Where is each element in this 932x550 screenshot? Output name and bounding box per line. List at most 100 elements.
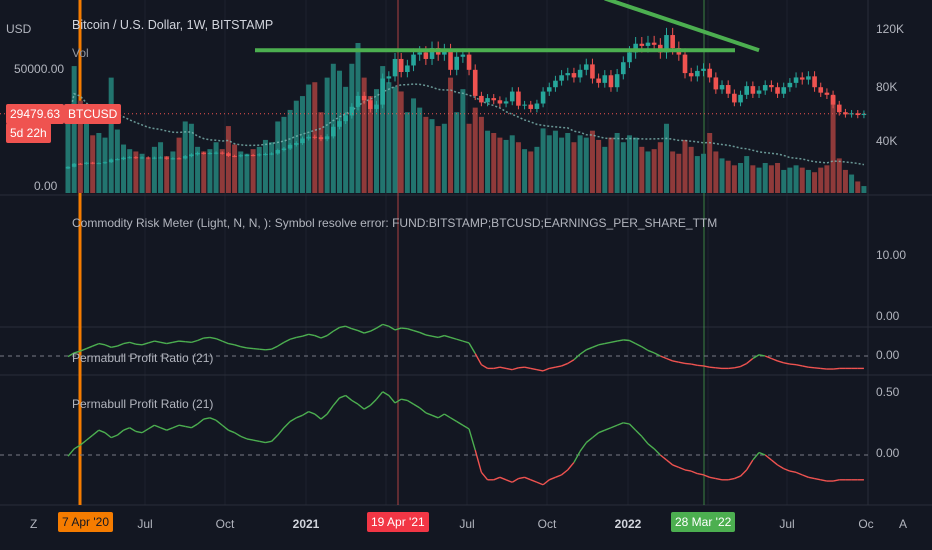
candle-body [590, 64, 595, 79]
risk-tick-10: 10.00 [876, 248, 907, 262]
candle-body [460, 54, 466, 57]
trend-lines [255, 0, 760, 53]
ppr-large-segment [413, 403, 421, 409]
ppr-small-segment [240, 346, 248, 349]
ppr-small-tick-0: 0.00 [876, 348, 900, 362]
ppr-large-segment [388, 395, 396, 404]
ppr-large-segment [308, 410, 316, 415]
symbol-title[interactable]: Bitcoin / U.S. Dollar, 1W, BITSTAMP [72, 18, 274, 32]
ppr-small-segment [709, 366, 716, 369]
volume-bar [676, 153, 682, 193]
ppr-small-segment [462, 340, 470, 344]
ppr-small-segment [345, 325, 353, 330]
ppr-small-segment [376, 323, 384, 329]
ppr-small-segment [197, 337, 205, 342]
ppr-small-segment [117, 342, 124, 347]
ppr-small-segment [80, 347, 87, 352]
volume-bar [256, 146, 262, 193]
ppr-large-segment [302, 411, 309, 416]
volume-bar [287, 109, 293, 193]
ppr-large-segment [73, 444, 81, 450]
ppr-small-segment [641, 346, 649, 352]
ppr-large-segment [425, 412, 433, 416]
ppr-large-segment [215, 419, 223, 426]
volume-label[interactable]: Vol [72, 46, 89, 60]
ppr-large-segment [129, 427, 137, 433]
ppr-small-segment [437, 334, 445, 339]
ppr-small-segment [382, 323, 390, 327]
volume-bar [836, 158, 842, 193]
ppr-large-segment [221, 424, 229, 431]
marker-lines [78, 0, 705, 505]
ppr-large-segment [783, 467, 791, 472]
ppr-large-label[interactable]: Permabull Profit Ratio (21) [72, 397, 214, 411]
ppr-large-segment [79, 439, 87, 446]
ppr-small-label[interactable]: Permabull Profit Ratio (21) [72, 351, 214, 365]
ppr-small-segment [123, 341, 130, 345]
ppr-small-segment [259, 348, 266, 351]
volume-bar [657, 142, 663, 193]
ppr-small-segment [647, 349, 655, 354]
candle-body [423, 52, 429, 59]
ppr-small-segment [678, 361, 686, 365]
ppr-small-segment [536, 368, 544, 372]
ppr-large-segment [351, 399, 359, 405]
volume-bar [528, 151, 534, 193]
volume-bar [133, 151, 139, 193]
ppr-large-segment [265, 440, 272, 444]
ppr-large-segment [548, 476, 556, 481]
ppr-large-segment [635, 429, 643, 437]
ppr-large-segment [110, 434, 118, 439]
volume-bar [429, 119, 435, 193]
candle-body [836, 104, 842, 113]
ppr-large-segment [339, 394, 346, 399]
candle-body [349, 106, 355, 116]
ppr-large-segment [394, 398, 402, 404]
trendline-descending [604, 0, 760, 53]
ppr-large-segment [116, 429, 124, 436]
candle-body [306, 136, 311, 139]
ppr-large-segment [240, 435, 248, 440]
candle-body [133, 157, 139, 159]
volume-bar [269, 142, 275, 193]
ppr-small-segment [320, 334, 328, 339]
candle-body [503, 101, 509, 104]
ppr-small-segment [234, 344, 241, 348]
ppr-small-segment [154, 340, 161, 344]
volume-bar [145, 158, 151, 193]
ppr-large-segment [801, 474, 809, 478]
ppr-small-segment [777, 360, 784, 364]
volume-bar [108, 77, 114, 193]
ppr-small-segment [129, 341, 137, 345]
candle-body [417, 52, 422, 55]
volume-bar [84, 123, 90, 193]
ppr-large-segment [561, 469, 569, 476]
zoom-z-button[interactable]: Z [30, 517, 38, 531]
volume-bar [707, 133, 713, 193]
volume-bar [114, 129, 120, 193]
ppr-small-segment [660, 355, 667, 360]
ppr-small-segment [135, 343, 143, 346]
volume-bar [374, 89, 379, 193]
auto-scale-button[interactable]: A [899, 517, 908, 531]
risk-meter-label[interactable]: Commodity Risk Meter (Light, N, N, ): Sy… [72, 216, 718, 230]
ppr-small-segment [92, 342, 100, 347]
candle-body [145, 157, 151, 159]
ppr-small-segment [653, 352, 661, 357]
ppr-large-segment [703, 474, 710, 478]
volume-bar [386, 82, 392, 193]
ppr-large-segment [135, 430, 143, 434]
x-tick-oct-2020: Oct [215, 517, 235, 531]
ppr-large-segment [684, 469, 692, 472]
volume-bar [645, 151, 651, 193]
ppr-large-segment [567, 461, 575, 471]
candle-body [244, 155, 250, 157]
volume-bar [787, 167, 793, 193]
ppr-small-segment [808, 366, 815, 369]
candle-body [707, 68, 712, 78]
ppr-small-segment [666, 357, 673, 362]
candle-body [226, 153, 231, 156]
volume-bar [65, 121, 71, 193]
